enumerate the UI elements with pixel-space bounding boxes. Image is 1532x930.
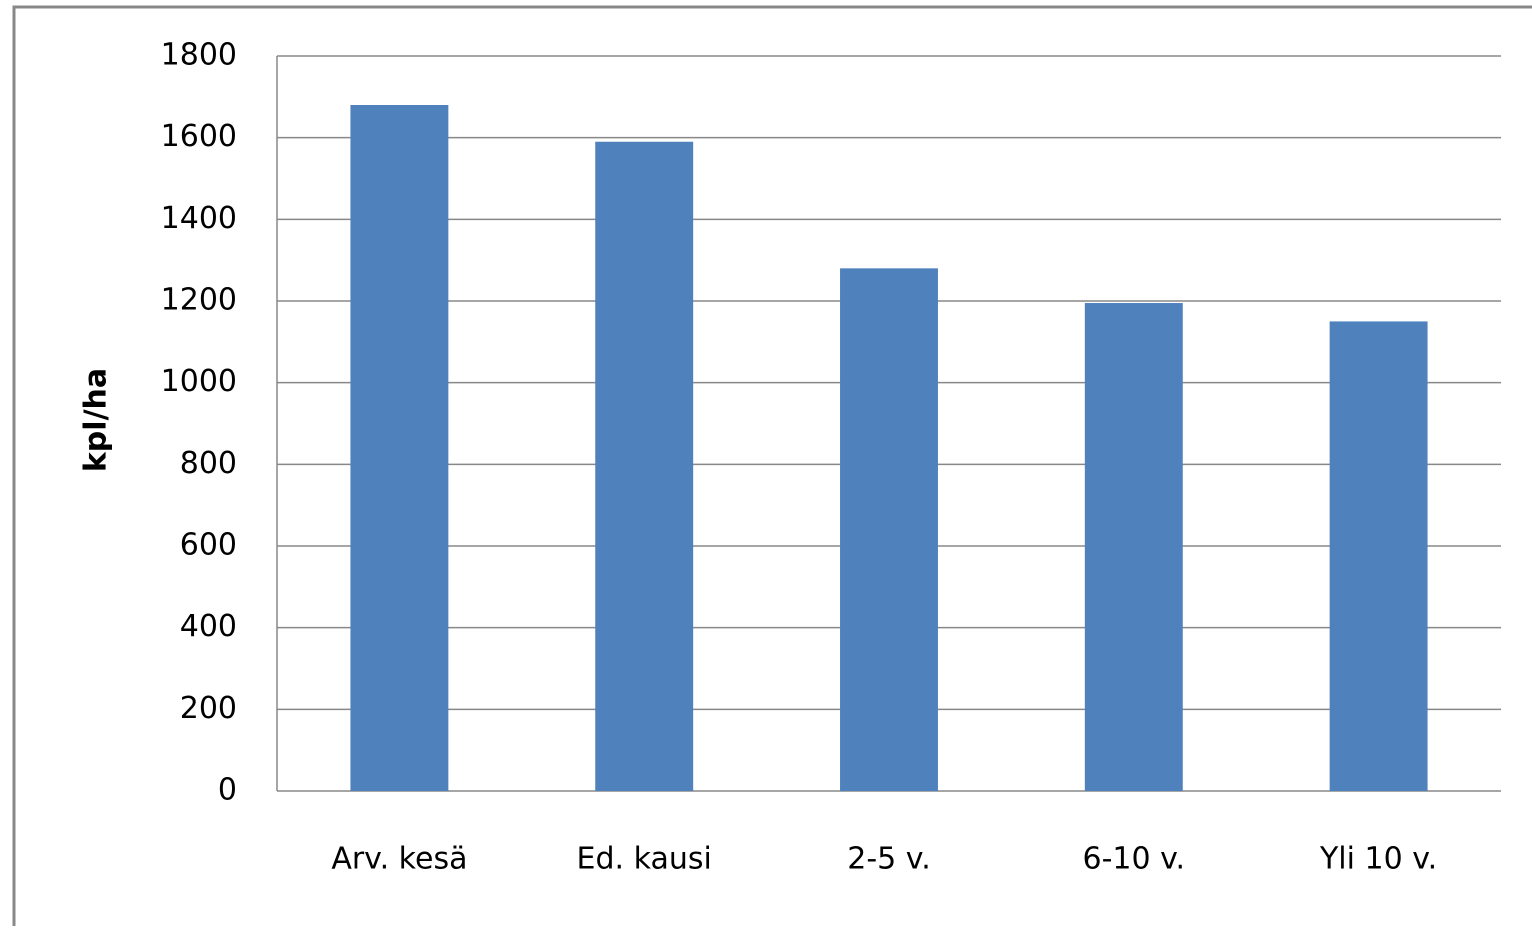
y-tick-label: 1800: [161, 38, 237, 73]
y-tick-label: 1400: [161, 201, 237, 236]
x-tick-label: Ed. kausi: [577, 842, 712, 877]
y-tick-label: 0: [218, 773, 237, 808]
bar: [840, 268, 938, 791]
x-tick-label: Arv. kesä: [331, 842, 467, 877]
chart-frame: [12, 5, 1532, 930]
y-axis-label: kpl/ha: [79, 368, 114, 472]
y-tick-label: 200: [180, 691, 237, 726]
x-tick-label: 6-10 v.: [1083, 842, 1186, 877]
bar: [595, 141, 694, 791]
y-tick-label: 1600: [161, 119, 237, 154]
bar: [1329, 321, 1428, 791]
bar: [350, 105, 449, 791]
y-tick-label: 400: [180, 609, 237, 644]
x-tick-label: Yli 10 v.: [1319, 842, 1437, 877]
x-tick-label: 2-5 v.: [847, 842, 931, 877]
y-tick-label: 800: [180, 446, 237, 481]
y-tick-label: 600: [180, 528, 237, 563]
y-tick-label: 1200: [161, 283, 237, 318]
bar: [1084, 303, 1183, 791]
y-tick-label: 1000: [161, 364, 237, 399]
